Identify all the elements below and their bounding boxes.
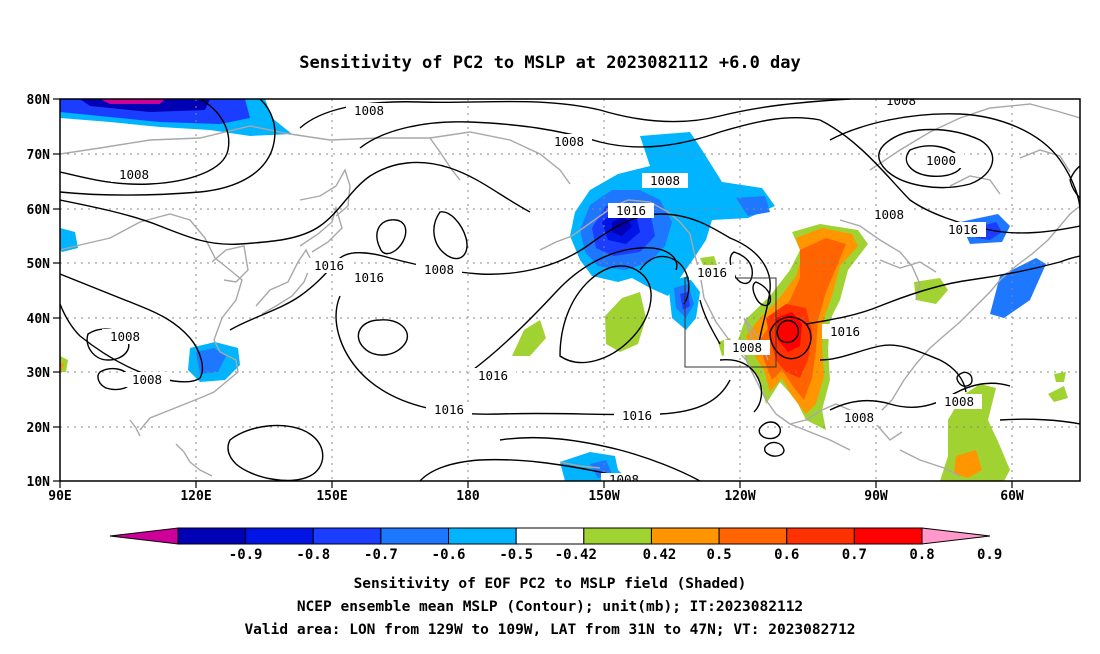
colorbar-tick-label: 0.5 xyxy=(706,547,731,563)
caption-line-1: Sensitivity of EOF PC2 to MSLP field (Sh… xyxy=(354,576,747,592)
contour-label: 1016 xyxy=(622,408,652,423)
shading-layer xyxy=(60,99,1068,481)
contour-label: 1008 xyxy=(609,472,639,487)
colorbar-tick-label: 0.9 xyxy=(977,547,1002,563)
colorbar-tick-label: -0.8 xyxy=(296,547,330,563)
lat-tick-label: 40N xyxy=(27,312,51,327)
colorbar-segment xyxy=(245,527,314,545)
lon-tick-label: 150E xyxy=(316,489,347,504)
colorbar-labels: -0.9 -0.8 -0.7 -0.6 -0.5 -0.42 0.42 0.5 0.6 0.7 0.… xyxy=(229,547,1003,563)
lat-tick-label: 60N xyxy=(27,203,51,218)
colorbar-tick-label: -0.5 xyxy=(499,547,533,563)
contour-label: 1016 xyxy=(314,258,344,273)
contour-label: 1008 xyxy=(119,167,149,182)
caption: Sensitivity of EOF PC2 to MSLP field (Sh… xyxy=(244,576,855,638)
colorbar-segment xyxy=(650,527,720,545)
contour-label: 1016 xyxy=(830,324,860,339)
contour-label: 1008 xyxy=(886,93,916,108)
contour-label: 1008 xyxy=(554,134,584,149)
lon-tick-label: 90E xyxy=(48,489,71,504)
coastlines xyxy=(60,103,1080,477)
colorbar-tick-label: -0.42 xyxy=(555,547,597,563)
contour-label: 1016 xyxy=(434,402,464,417)
colorbar-segment xyxy=(448,527,517,545)
contour-label: 1016 xyxy=(697,265,727,280)
lat-tick-label: 50N xyxy=(27,257,51,272)
lat-tick-label: 70N xyxy=(27,148,51,163)
colorbar xyxy=(109,527,991,545)
lat-tick-label: 80N xyxy=(27,93,51,108)
colorbar-left-arrow xyxy=(109,527,179,545)
contour-label: 1008 xyxy=(354,103,384,118)
contour-label: 1016 xyxy=(948,222,978,237)
colorbar-tick-label: 0.7 xyxy=(842,547,867,563)
tick-marks xyxy=(53,98,1013,488)
lon-tick-label: 120E xyxy=(180,489,211,504)
colorbar-segment xyxy=(312,527,382,545)
caption-line-2: NCEP ensemble mean MSLP (Contour); unit(… xyxy=(297,599,803,615)
longitude-labels: 90E 120E 150E 180 150W 120W 90W 60W xyxy=(48,489,1024,504)
caption-line-3: Valid area: LON from 129W to 109W, LAT f… xyxy=(244,622,855,638)
contour-label: 1000 xyxy=(926,153,956,168)
colorbar-tick-label: -0.9 xyxy=(229,547,263,563)
contour-label: 1016 xyxy=(354,270,384,285)
lat-tick-label: 20N xyxy=(27,421,51,436)
colorbar-segment xyxy=(515,527,585,545)
colorbar-segment xyxy=(583,527,652,545)
lon-tick-label: 150W xyxy=(588,489,619,504)
contour-label: 1008 xyxy=(844,410,874,425)
contour-label: 1008 xyxy=(650,173,680,188)
contour-label: 1008 xyxy=(110,329,140,344)
colorbar-segment xyxy=(380,527,450,545)
contour-label: 1008 xyxy=(132,372,162,387)
colorbar-tick-label: 0.8 xyxy=(909,547,934,563)
map-area: 1008 1008 1008 1008 1000 1008 1016 1008 … xyxy=(60,93,1080,487)
colorbar-tick-label: 0.42 xyxy=(643,547,677,563)
colorbar-segment xyxy=(718,527,788,545)
mslp-contours xyxy=(60,99,1080,481)
colorbar-segment xyxy=(853,527,923,545)
colorbar-right-arrow xyxy=(921,527,991,545)
contour-label: 1008 xyxy=(944,394,974,409)
colorbar-tick-label: -0.6 xyxy=(432,547,466,563)
lat-tick-label: 30N xyxy=(27,366,51,381)
map-frame xyxy=(59,98,1081,482)
lon-tick-label: 90W xyxy=(864,489,888,504)
contour-label: 1008 xyxy=(424,262,454,277)
colorbar-tick-label: -0.7 xyxy=(364,547,398,563)
contour-label: 1016 xyxy=(616,203,646,218)
latitude-labels: 80N 70N 60N 50N 40N 30N 20N 10N xyxy=(27,93,51,490)
contour-label: 1016 xyxy=(478,368,508,383)
lon-tick-label: 60W xyxy=(1000,489,1024,504)
contour-label: 1008 xyxy=(874,207,904,222)
colorbar-tick-label: 0.6 xyxy=(774,547,799,563)
colorbar-segment xyxy=(177,527,247,545)
lon-tick-label: 120W xyxy=(724,489,755,504)
colorbar-segment xyxy=(786,527,855,545)
figure-title: Sensitivity of PC2 to MSLP at 2023082112… xyxy=(299,53,801,73)
contour-label: 1008 xyxy=(732,340,762,355)
lon-tick-label: 180 xyxy=(456,489,480,504)
lat-tick-label: 10N xyxy=(27,475,51,490)
contour-labels: 1008 1008 1008 1008 1000 1008 1016 1008 … xyxy=(102,93,986,487)
